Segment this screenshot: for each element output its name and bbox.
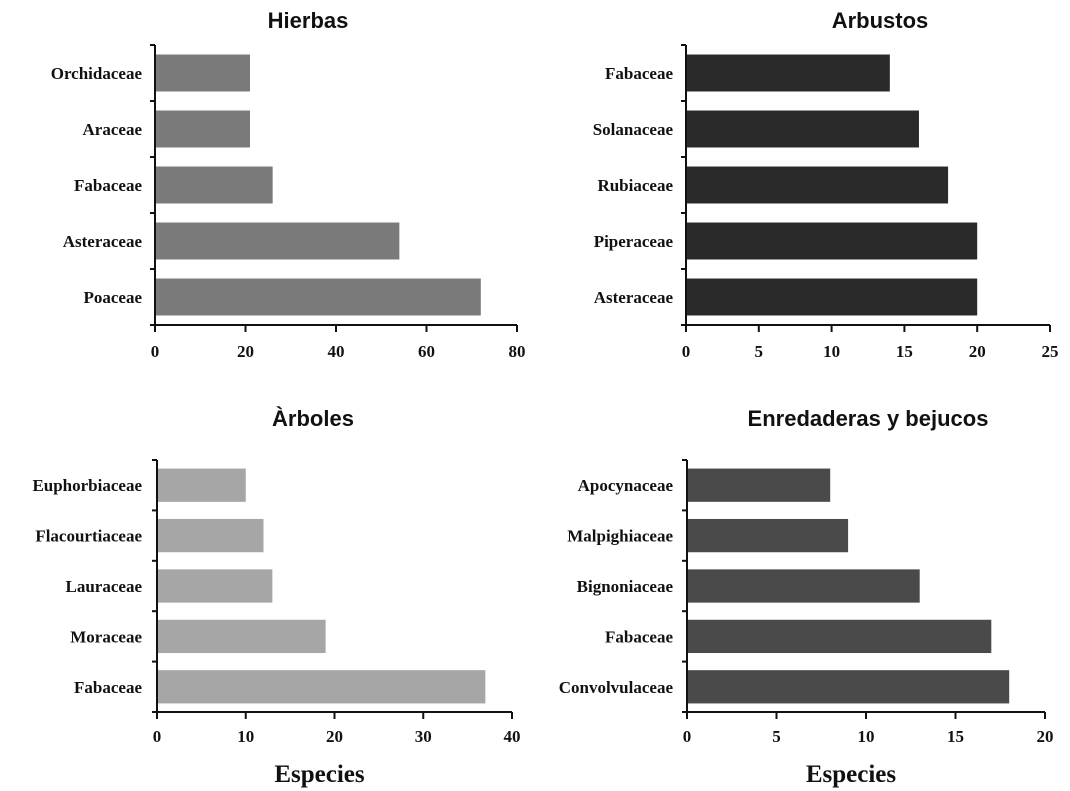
x-tick-label: 0 (153, 727, 162, 746)
bar-fabaceae (687, 619, 992, 654)
x-tick-label: 10 (237, 727, 254, 746)
category-label: Convolvulaceae (559, 678, 674, 697)
x-tick-label: 10 (858, 727, 875, 746)
category-label: Apocynaceae (578, 476, 674, 495)
x-tick-label: 40 (328, 342, 345, 361)
category-label: Fabaceae (605, 627, 673, 646)
category-label: Piperaceae (594, 232, 674, 251)
x-tick-label: 5 (755, 342, 764, 361)
chart-title: Àrboles (272, 406, 354, 431)
category-label: Malpighiaceae (567, 527, 673, 546)
x-tick-label: 60 (418, 342, 435, 361)
bar-flacourtiaceae (157, 518, 264, 553)
x-tick-label: 20 (1037, 727, 1054, 746)
bar-rubiaceae (686, 166, 949, 204)
x-tick-label: 80 (509, 342, 526, 361)
bar-poaceae (155, 278, 481, 316)
x-axis-label: Especies (806, 761, 897, 788)
bar-euphorbiaceae (157, 468, 246, 502)
x-tick-label: 15 (896, 342, 913, 361)
x-tick-label: 15 (947, 727, 964, 746)
category-label: Flacourtiaceae (35, 527, 142, 546)
bar-lauraceae (157, 569, 273, 603)
bar-malpighiaceae (687, 518, 849, 553)
bar-asteraceae (155, 222, 400, 260)
x-tick-label: 10 (823, 342, 840, 361)
category-label: Fabaceae (74, 176, 142, 195)
x-tick-label: 40 (504, 727, 521, 746)
x-tick-label: 20 (326, 727, 343, 746)
bar-fabaceae (155, 166, 273, 204)
bar-orchidaceae (155, 54, 251, 92)
bar-moraceae (157, 619, 326, 654)
category-label: Asteraceae (63, 232, 143, 251)
bar-asteraceae (686, 278, 978, 316)
bar-convolvulaceae (687, 670, 1010, 704)
chart-title: Hierbas (268, 8, 349, 33)
category-label: Lauraceae (66, 577, 143, 596)
category-label: Bignoniaceae (577, 577, 674, 596)
category-label: Solanaceae (593, 120, 674, 139)
category-label: Poaceae (83, 288, 142, 307)
category-label: Rubiaceae (597, 176, 673, 195)
chart-title: Arbustos (832, 8, 929, 33)
bar-solanaceae (686, 110, 919, 148)
x-axis-label: Especies (274, 761, 365, 788)
category-label: Asteraceae (594, 288, 674, 307)
bar-piperaceae (686, 222, 978, 260)
bar-fabaceae (686, 54, 890, 92)
x-tick-label: 20 (237, 342, 254, 361)
category-label: Fabaceae (605, 64, 673, 83)
bar-apocynaceae (687, 468, 831, 502)
x-tick-label: 5 (772, 727, 781, 746)
bar-araceae (155, 110, 251, 148)
category-label: Moraceae (70, 627, 142, 646)
x-tick-label: 0 (151, 342, 160, 361)
x-tick-label: 25 (1042, 342, 1059, 361)
bar-bignoniaceae (687, 569, 920, 603)
x-tick-label: 20 (969, 342, 986, 361)
chart-title: Enredaderas y bejucos (748, 406, 989, 431)
x-tick-label: 30 (415, 727, 432, 746)
category-label: Euphorbiaceae (32, 476, 142, 495)
bar-fabaceae (157, 670, 486, 704)
category-label: Fabaceae (74, 678, 142, 697)
x-tick-label: 0 (683, 727, 692, 746)
category-label: Orchidaceae (51, 64, 143, 83)
x-tick-label: 0 (682, 342, 691, 361)
category-label: Araceae (83, 120, 143, 139)
